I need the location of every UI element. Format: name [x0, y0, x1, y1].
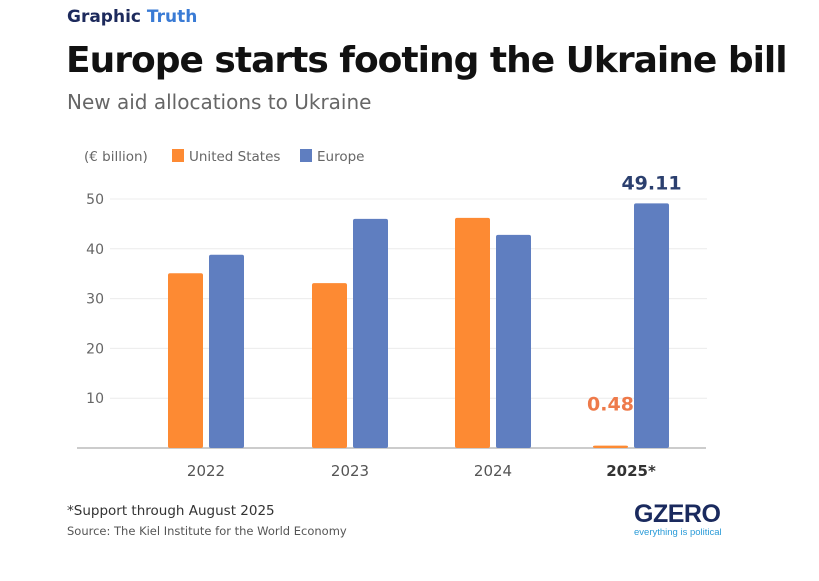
chart-title: Europe starts footing the Ukraine bill: [66, 40, 788, 81]
y-tick-label: 30: [86, 292, 104, 308]
y-tick-label: 40: [86, 242, 104, 258]
chart-subtitle: New aid allocations to Ukraine: [67, 90, 372, 114]
brand-label: Graphic Truth: [67, 7, 198, 27]
legend-swatch-0: [172, 149, 184, 162]
x-tick-label: 2025*: [606, 462, 656, 480]
source-note: Source: The Kiel Institute for the World…: [67, 524, 347, 538]
x-tick-label: 2024: [474, 462, 512, 480]
bar-united-states-2022: [168, 273, 203, 448]
y-axis-label: (€ billion): [84, 149, 148, 165]
y-tick-label: 10: [86, 391, 104, 407]
gzero-logo: GZERO everything is political: [634, 500, 722, 538]
footnote: *Support through August 2025: [67, 503, 275, 519]
data-label: 49.11: [621, 172, 681, 194]
bar-europe-2023: [353, 218, 388, 448]
bar-europe-2025: [634, 203, 669, 448]
bar-europe-2024: [496, 234, 531, 448]
legend-swatch-1: [300, 149, 312, 162]
bar-united-states-2024: [455, 217, 490, 448]
x-tick-label: 2023: [331, 462, 369, 480]
bar-europe-2022: [209, 254, 244, 448]
legend-label-1: Europe: [317, 149, 364, 165]
data-label: 0.48: [587, 394, 634, 416]
bar-united-states-2025: [593, 445, 628, 448]
y-tick-label: 50: [86, 192, 104, 208]
legend-label-0: United States: [189, 149, 280, 165]
x-tick-label: 2022: [187, 462, 225, 480]
bar-united-states-2023: [312, 283, 347, 448]
y-tick-label: 20: [86, 341, 104, 357]
